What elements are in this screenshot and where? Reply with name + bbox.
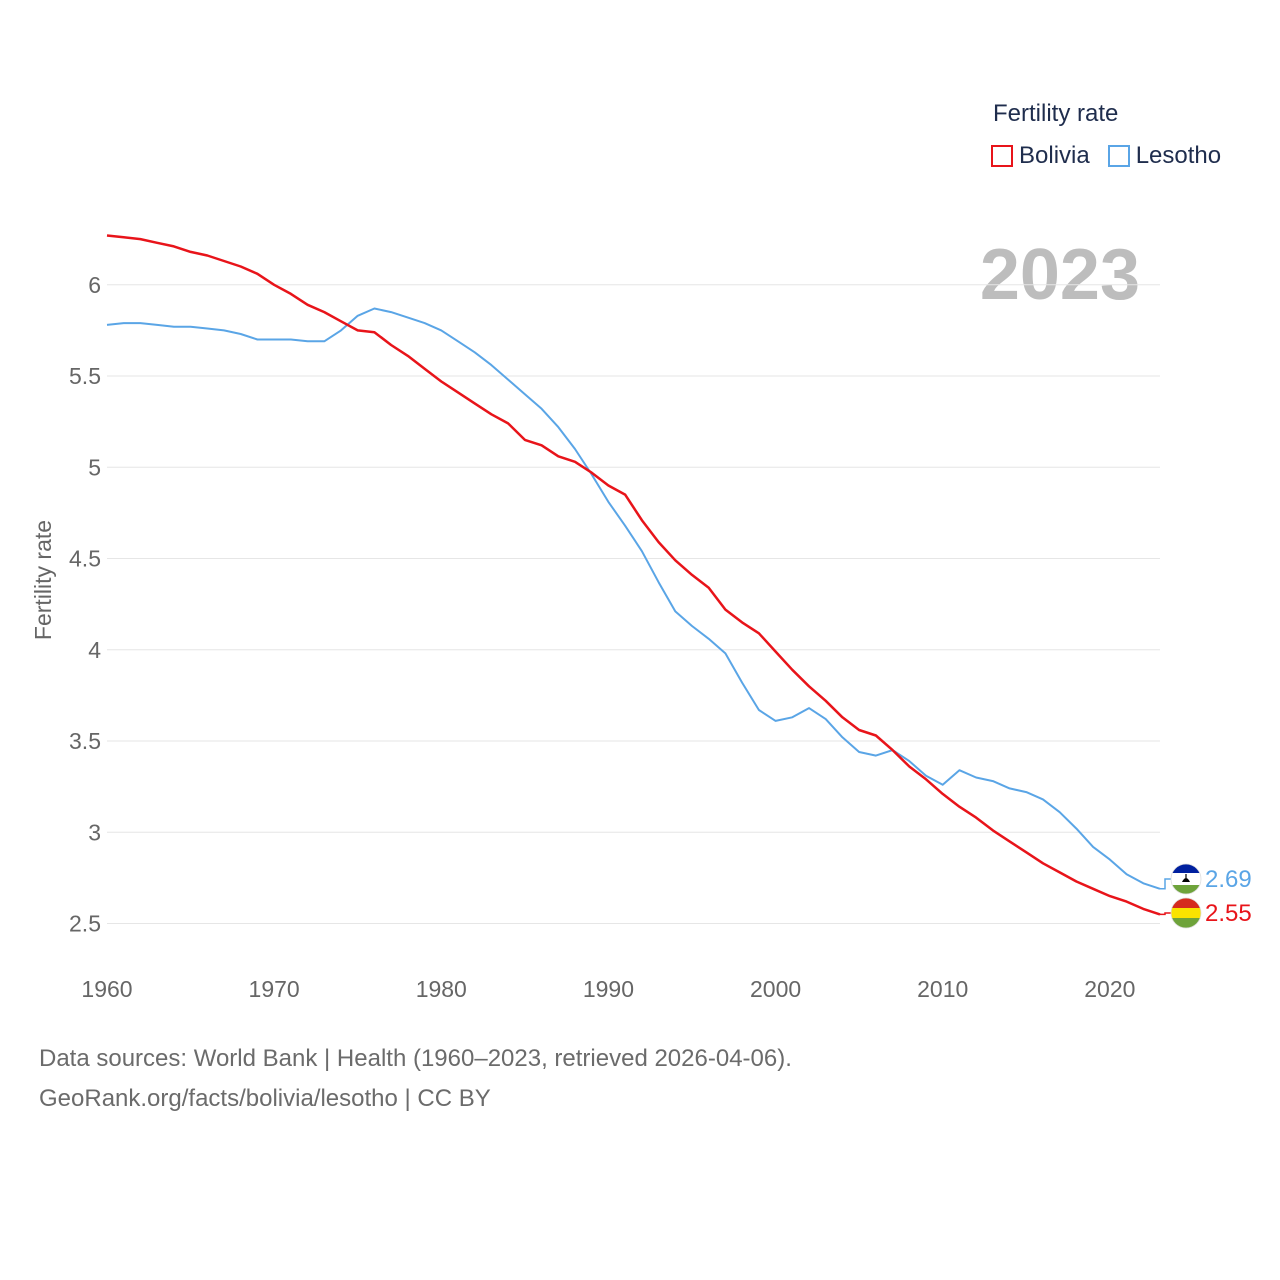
end-connector-bolivia xyxy=(1160,912,1171,916)
legend-title: Fertility rate xyxy=(993,100,1119,127)
legend-item-lesotho[interactable]: Lesotho xyxy=(1107,142,1222,170)
legend-item-bolivia[interactable]: Bolivia xyxy=(991,142,1090,170)
y-tick-label: 5 xyxy=(88,454,101,480)
legend-label-bolivia: Bolivia xyxy=(1019,142,1090,169)
y-tick-label: 3.5 xyxy=(69,728,101,754)
end-value-label-bolivia: 2.55 xyxy=(1205,900,1252,927)
series-line-lesotho[interactable] xyxy=(106,307,1161,890)
y-tick-label: 4.5 xyxy=(69,546,101,572)
x-tick-label: 2010 xyxy=(917,976,968,1002)
year-label: 2023 xyxy=(980,235,1140,315)
y-tick-label: 4 xyxy=(88,637,101,663)
y-tick-label: 6 xyxy=(88,272,101,298)
flag-lesotho-icon xyxy=(1170,863,1202,895)
x-tick-label: 1980 xyxy=(416,976,467,1002)
y-axis-label: Fertility rate xyxy=(30,520,56,640)
legend-label-lesotho: Lesotho xyxy=(1135,142,1222,169)
line-chart: 2023 2.5 3 3.5 4 4.5 5 5.5 6 1960 1970 1980 1990 20… xyxy=(30,234,1252,1002)
y-tick-label: 2.5 xyxy=(69,911,101,937)
flag-bolivia-icon xyxy=(1170,897,1202,929)
y-tick-label: 3 xyxy=(88,819,101,845)
x-tick-label: 1990 xyxy=(583,976,634,1002)
x-tick-label: 2000 xyxy=(750,976,801,1002)
footer-sources: Data sources: World Bank | Health (1960–… xyxy=(39,1045,792,1072)
end-connector-lesotho xyxy=(1160,878,1171,890)
footer-attribution[interactable]: GeoRank.org/facts/bolivia/lesotho | CC B… xyxy=(39,1085,491,1112)
end-value-label-lesotho: 2.69 xyxy=(1205,866,1252,893)
legend-swatch-lesotho xyxy=(1107,145,1130,167)
x-tick-label: 1970 xyxy=(249,976,300,1002)
y-tick-label: 5.5 xyxy=(69,363,101,389)
x-tick-label: 2020 xyxy=(1084,976,1135,1002)
series-line-bolivia[interactable] xyxy=(106,234,1161,916)
x-tick-label: 1960 xyxy=(81,976,132,1002)
legend: Bolivia Lesotho xyxy=(991,142,1239,170)
legend-swatch-bolivia xyxy=(991,145,1013,167)
